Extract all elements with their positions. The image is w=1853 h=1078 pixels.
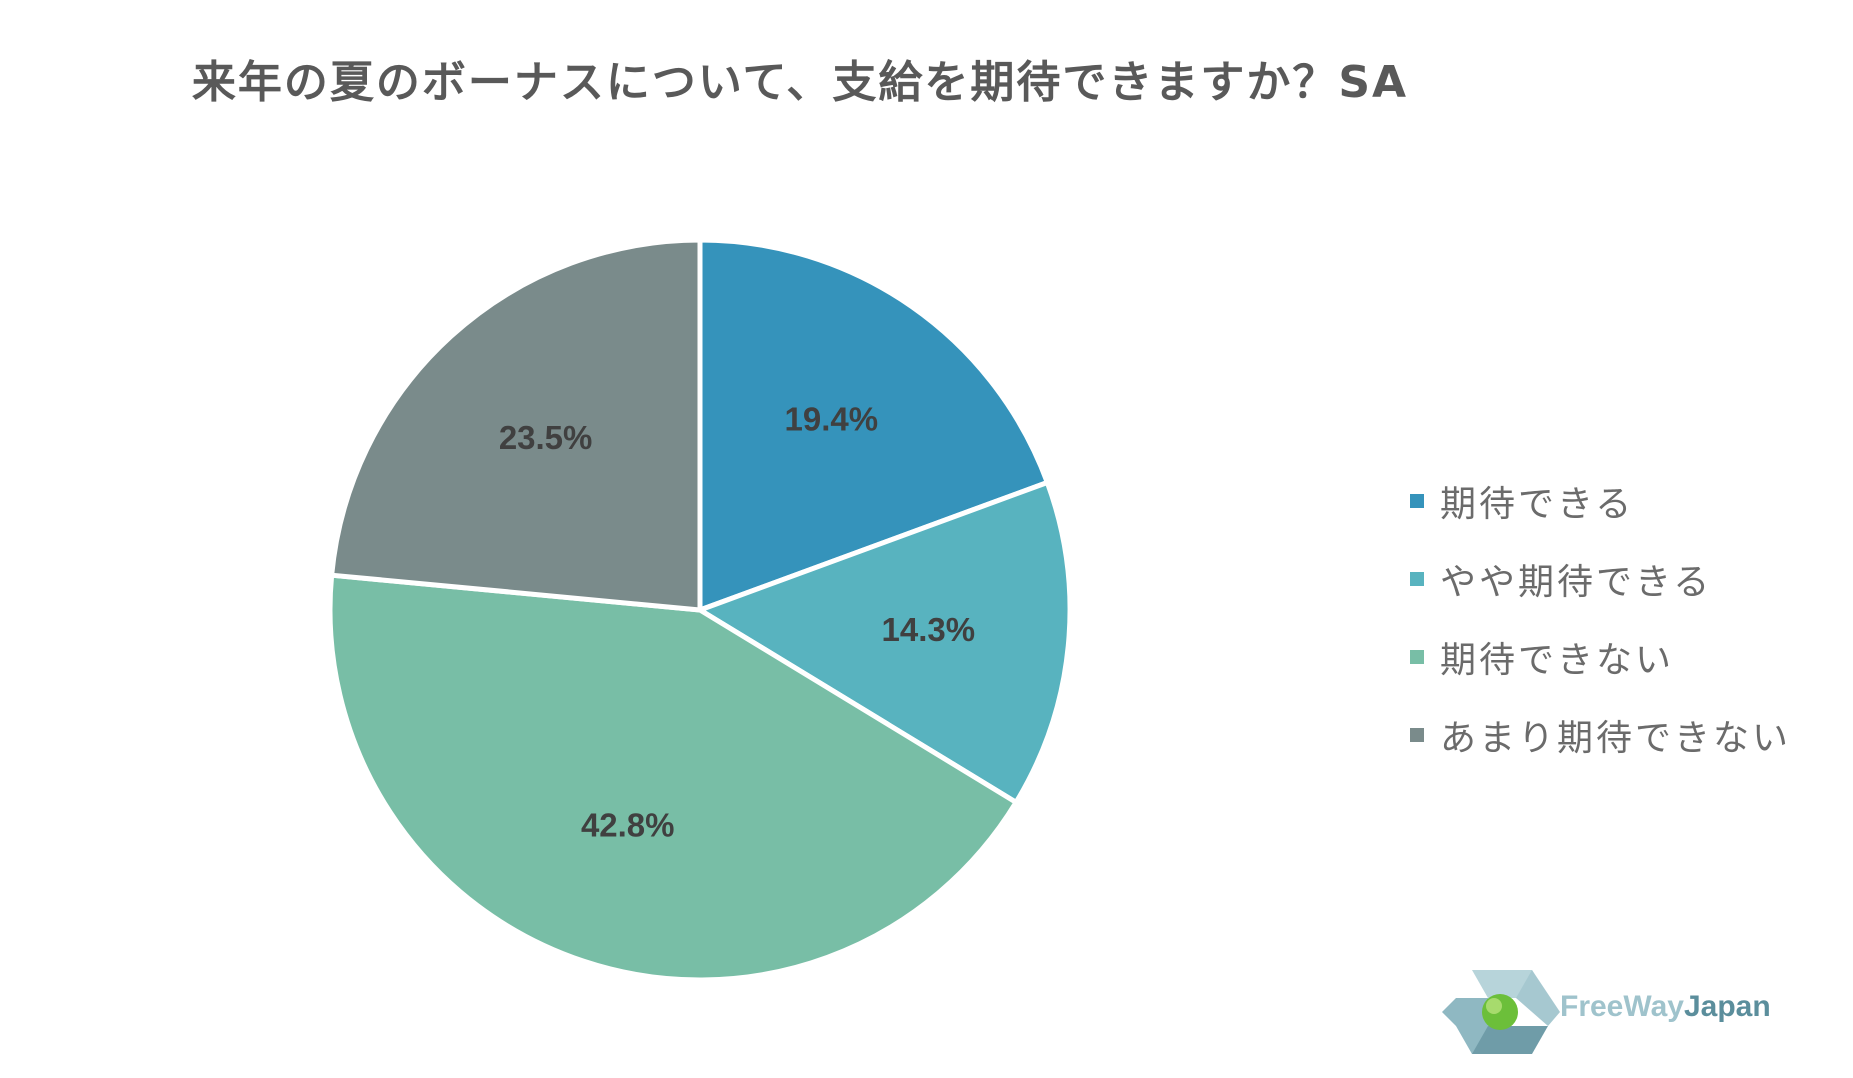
pie-data-label: 23.5% [499, 419, 593, 456]
legend-label: あまり期待できない [1440, 718, 1792, 759]
pie-slice[interactable] [697, 237, 1050, 613]
pie-data-label: 42.8% [581, 806, 675, 843]
pie-data-label: 19.4% [785, 401, 879, 438]
legend-label: やや期待できる [1440, 562, 1713, 603]
legend: 期待できる やや期待できる 期待できない あまり期待できない [1410, 462, 1791, 774]
legend-label: 期待できる [1440, 484, 1635, 525]
pie-slice[interactable] [327, 572, 1019, 983]
chart-title: 来年の夏のボーナスについて、支給を期待できますか？SA [191, 57, 1409, 108]
legend-item[interactable]: やや期待できる [1410, 540, 1791, 618]
legend-item[interactable]: あまり期待できない [1410, 696, 1791, 774]
legend-item[interactable]: 期待できる [1410, 462, 1791, 540]
pie-data-label: 14.3% [882, 611, 976, 648]
legend-swatch-icon [1410, 728, 1424, 742]
logo-text-freeway: FreeWay [1560, 990, 1684, 1023]
legend-swatch-icon [1410, 650, 1424, 664]
pie-slice[interactable] [697, 479, 1073, 805]
legend-item[interactable]: 期待できない [1410, 618, 1791, 696]
legend-label: 期待できない [1440, 640, 1675, 681]
pie-slice[interactable] [329, 237, 703, 613]
freewayjapan-logo-icon [1442, 970, 1560, 1054]
logo-text-japan: Japan [1683, 990, 1771, 1023]
legend-swatch-icon [1410, 494, 1424, 508]
legend-swatch-icon [1410, 572, 1424, 586]
logo-text: FreeWayJapan [1560, 990, 1771, 1024]
